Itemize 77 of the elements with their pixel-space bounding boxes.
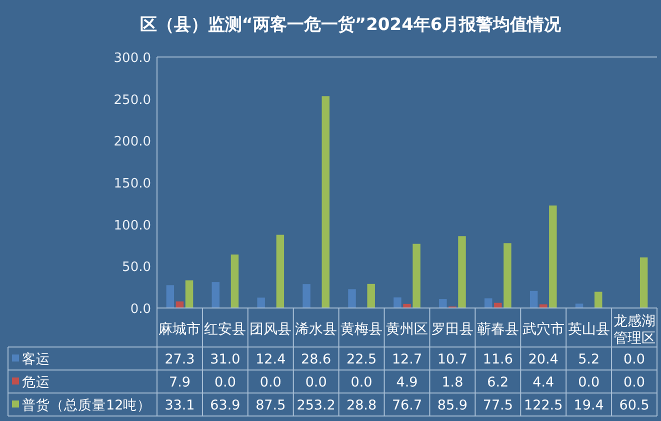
bar	[322, 96, 330, 308]
x-tick-label: 黄州区	[386, 322, 428, 338]
legend-label: 客运	[22, 352, 50, 368]
data-label: 253.2	[296, 398, 336, 414]
data-label: 10.7	[437, 352, 468, 368]
bar	[230, 254, 239, 308]
y-tick-label: 100.0	[114, 218, 151, 234]
data-label: 12.7	[392, 352, 422, 368]
y-tick-label: 150.0	[114, 176, 151, 192]
data-label: 1.8	[442, 374, 464, 390]
bar	[504, 243, 512, 308]
bar	[166, 285, 174, 308]
y-tick-label: 250.0	[114, 92, 151, 108]
data-label: 11.6	[482, 352, 513, 368]
data-label: 22.5	[346, 352, 377, 368]
data-label: 12.4	[256, 352, 286, 368]
data-label: 87.5	[256, 398, 286, 414]
data-label: 0.0	[260, 374, 282, 390]
bar	[257, 298, 265, 308]
data-label: 33.1	[164, 398, 195, 414]
x-tick-label: 英山县	[568, 322, 610, 338]
y-tick-label: 200.0	[114, 134, 151, 150]
chart-title: 区（县）监测“两客一危一货”2024年6月报警均值情况	[140, 15, 562, 35]
bar	[185, 280, 194, 308]
data-label: 0.0	[350, 374, 372, 390]
bar	[302, 284, 310, 308]
data-label: 77.5	[482, 398, 513, 414]
x-tick-label: 团风县	[250, 322, 292, 338]
data-label: 63.9	[210, 398, 240, 414]
data-label: 0.0	[305, 374, 327, 390]
bar	[575, 304, 584, 308]
bar	[549, 206, 557, 308]
data-label: 7.9	[168, 374, 190, 390]
data-label: 60.5	[619, 398, 650, 414]
data-label: 85.9	[437, 398, 468, 414]
x-tick-label: 红安县	[204, 322, 246, 338]
data-label: 0.0	[214, 374, 236, 390]
x-tick-label: 罗田县	[431, 322, 474, 338]
x-tick-label: 黄梅县	[340, 322, 383, 338]
data-label: 0.0	[624, 374, 646, 390]
bar	[530, 290, 538, 308]
bar	[458, 236, 466, 308]
bar	[594, 292, 602, 308]
data-label: 5.2	[578, 352, 600, 368]
data-label: 76.7	[392, 398, 422, 414]
data-label: 0.0	[624, 352, 646, 368]
bar	[212, 282, 220, 308]
data-label: 28.6	[301, 352, 332, 368]
legend-label: 危运	[22, 374, 50, 390]
bar	[348, 289, 356, 308]
bar	[484, 298, 492, 308]
bar	[494, 302, 502, 308]
data-label: 122.5	[524, 398, 563, 414]
data-label: 19.4	[574, 398, 604, 414]
data-label: 27.3	[164, 352, 195, 368]
y-tick-label: 0.0	[130, 302, 151, 317]
bar	[367, 284, 375, 308]
bar	[439, 299, 447, 308]
y-tick-label: 300.0	[114, 51, 151, 66]
x-tick-label: 蕲春县	[476, 322, 519, 338]
x-tick-label: 麻城市	[158, 322, 201, 338]
data-label: 6.2	[487, 374, 509, 390]
data-label: 4.9	[396, 374, 418, 390]
bar	[276, 234, 284, 308]
x-tick-label: 龙感湖管理区	[613, 314, 656, 346]
data-label: 31.0	[210, 352, 240, 368]
x-tick-label: 浠水县	[295, 322, 338, 338]
bar	[394, 297, 402, 308]
data-label: 20.4	[528, 352, 558, 368]
x-tick-label: 武穴市	[522, 322, 564, 338]
data-label: 28.8	[346, 398, 377, 414]
legend-label: 普货（总质量12吨）	[22, 396, 152, 414]
data-label: 0.0	[578, 374, 600, 390]
bar	[412, 244, 420, 308]
data-label: 4.4	[532, 374, 554, 390]
y-tick-label: 50.0	[122, 260, 151, 276]
bar	[640, 257, 648, 308]
